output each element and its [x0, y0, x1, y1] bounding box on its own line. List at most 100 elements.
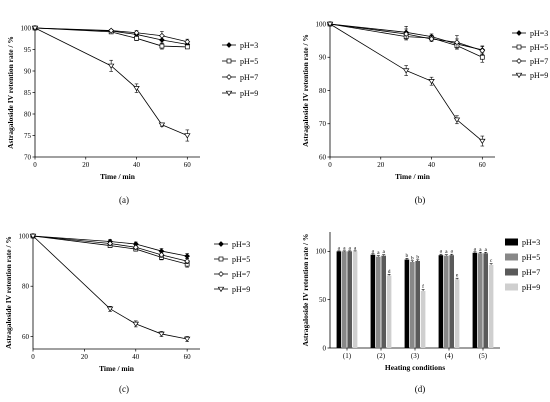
series-pH=7: [327, 21, 486, 55]
y-tick-label: 0: [323, 344, 327, 352]
legend-marker: [218, 256, 224, 262]
panel-label: (c): [119, 384, 129, 394]
data-point: [428, 36, 435, 42]
data-point: [184, 44, 190, 50]
bar: [336, 251, 342, 348]
y-tick-label: 100: [316, 20, 327, 28]
legend-marker: [226, 58, 232, 64]
data-point: [184, 253, 190, 259]
legend-marker: [226, 42, 232, 48]
bar: [449, 255, 454, 348]
legend-marker: [225, 90, 233, 97]
x-category-label: (4): [445, 352, 454, 360]
significance-label: a: [348, 245, 351, 251]
data-point: [402, 68, 410, 74]
significance-label: d: [388, 269, 391, 275]
chart-panel-c: 60 80 100 Astragaloside IV retention rate /…: [4, 232, 250, 394]
data-point: [454, 39, 460, 46]
legend-entry: pH=9: [222, 89, 258, 98]
panel-label: (d): [415, 384, 426, 394]
x-tick-label: 0: [31, 353, 35, 361]
x-tick-label: 20: [81, 353, 89, 361]
panel-label: (a): [119, 195, 129, 205]
legend-marker: [516, 44, 522, 50]
significance-label: c: [490, 258, 493, 264]
bar: [381, 255, 386, 348]
legend-label: pH=7: [240, 73, 258, 82]
y-tick-label: 95: [24, 46, 32, 54]
data-point: [184, 133, 191, 139]
significance-label: a: [474, 246, 477, 252]
significance-label: a: [450, 249, 453, 255]
bar: [410, 261, 415, 348]
legend-entry: pH=3: [222, 41, 258, 50]
data-point: [158, 122, 166, 128]
data-point: [184, 258, 191, 265]
significance-label: a: [440, 249, 443, 255]
legend-entry: pH=5: [512, 43, 548, 52]
x-tick-label: 40: [132, 353, 140, 361]
data-point: [479, 47, 486, 54]
series-line: [34, 27, 188, 136]
x-category-label: (3): [411, 352, 420, 360]
data-point: [106, 306, 114, 312]
series-pH=7: [32, 25, 191, 45]
chart-panel-b: 60 70 80 90 100 Astragaloside IV retention ra…: [301, 20, 548, 205]
data-point: [159, 32, 165, 39]
data-point: [107, 63, 115, 69]
y-tick-label: 70: [319, 120, 327, 128]
data-point: [132, 321, 139, 327]
data-point: [132, 244, 139, 251]
data-point: [107, 240, 113, 247]
series-pH=9: [31, 25, 191, 142]
legend-marker: [515, 72, 523, 79]
y-tick-label: 100: [316, 248, 327, 256]
data-point: [133, 29, 140, 36]
y-tick-label: 50: [319, 296, 327, 304]
significance-label: b: [411, 255, 414, 261]
legend-swatch: [505, 253, 518, 261]
y-tick-label: 90: [24, 67, 32, 75]
bar: [438, 255, 444, 348]
data-point: [159, 43, 165, 49]
legend-label: pH=9: [530, 71, 548, 80]
data-point: [479, 54, 485, 60]
y-tick-label: 100: [21, 24, 32, 32]
legend-entry: pH=3: [505, 238, 540, 247]
data-point: [108, 27, 115, 34]
x-category-label: (2): [377, 352, 386, 360]
legend-label: pH=7: [530, 57, 548, 66]
legend-entry: pH=7: [512, 57, 548, 66]
y-axis-title: Astragaloside IV retention rate / %: [301, 234, 310, 347]
legend-marker: [218, 271, 224, 277]
x-axis-title: Time / min: [395, 172, 431, 181]
y-tick-label: 80: [319, 87, 327, 95]
significance-label: a: [479, 247, 482, 253]
legend-label: pH=7: [522, 268, 540, 277]
y-tick-label: 60: [22, 333, 30, 341]
data-point: [158, 331, 165, 337]
data-point: [479, 138, 486, 145]
series-pH=7: [30, 233, 191, 265]
series-line: [329, 23, 483, 142]
data-point: [31, 25, 39, 32]
legend-swatch: [505, 268, 518, 276]
bar: [478, 253, 483, 348]
legend-entry: pH=7: [505, 268, 540, 277]
significance-label: a: [354, 245, 357, 251]
significance-label: a: [372, 248, 375, 254]
chart-panel-d: 0 50 100 Astragaloside IV retention rate / …: [301, 232, 540, 394]
bar: [454, 279, 460, 348]
bar: [444, 255, 449, 348]
legend-label: pH=5: [240, 57, 258, 66]
legend-label: pH=9: [522, 283, 540, 292]
legend-label: pH=5: [530, 43, 548, 52]
data-point: [134, 35, 139, 41]
legend-entry: pH=3: [214, 240, 250, 249]
legend-swatch: [505, 238, 518, 246]
significance-label: f: [422, 283, 424, 290]
x-tick-label: 60: [479, 161, 487, 169]
y-axis-title: Astragaloside IV retention rate / %: [301, 34, 310, 147]
x-axis-title: Heating conditions: [385, 363, 445, 372]
